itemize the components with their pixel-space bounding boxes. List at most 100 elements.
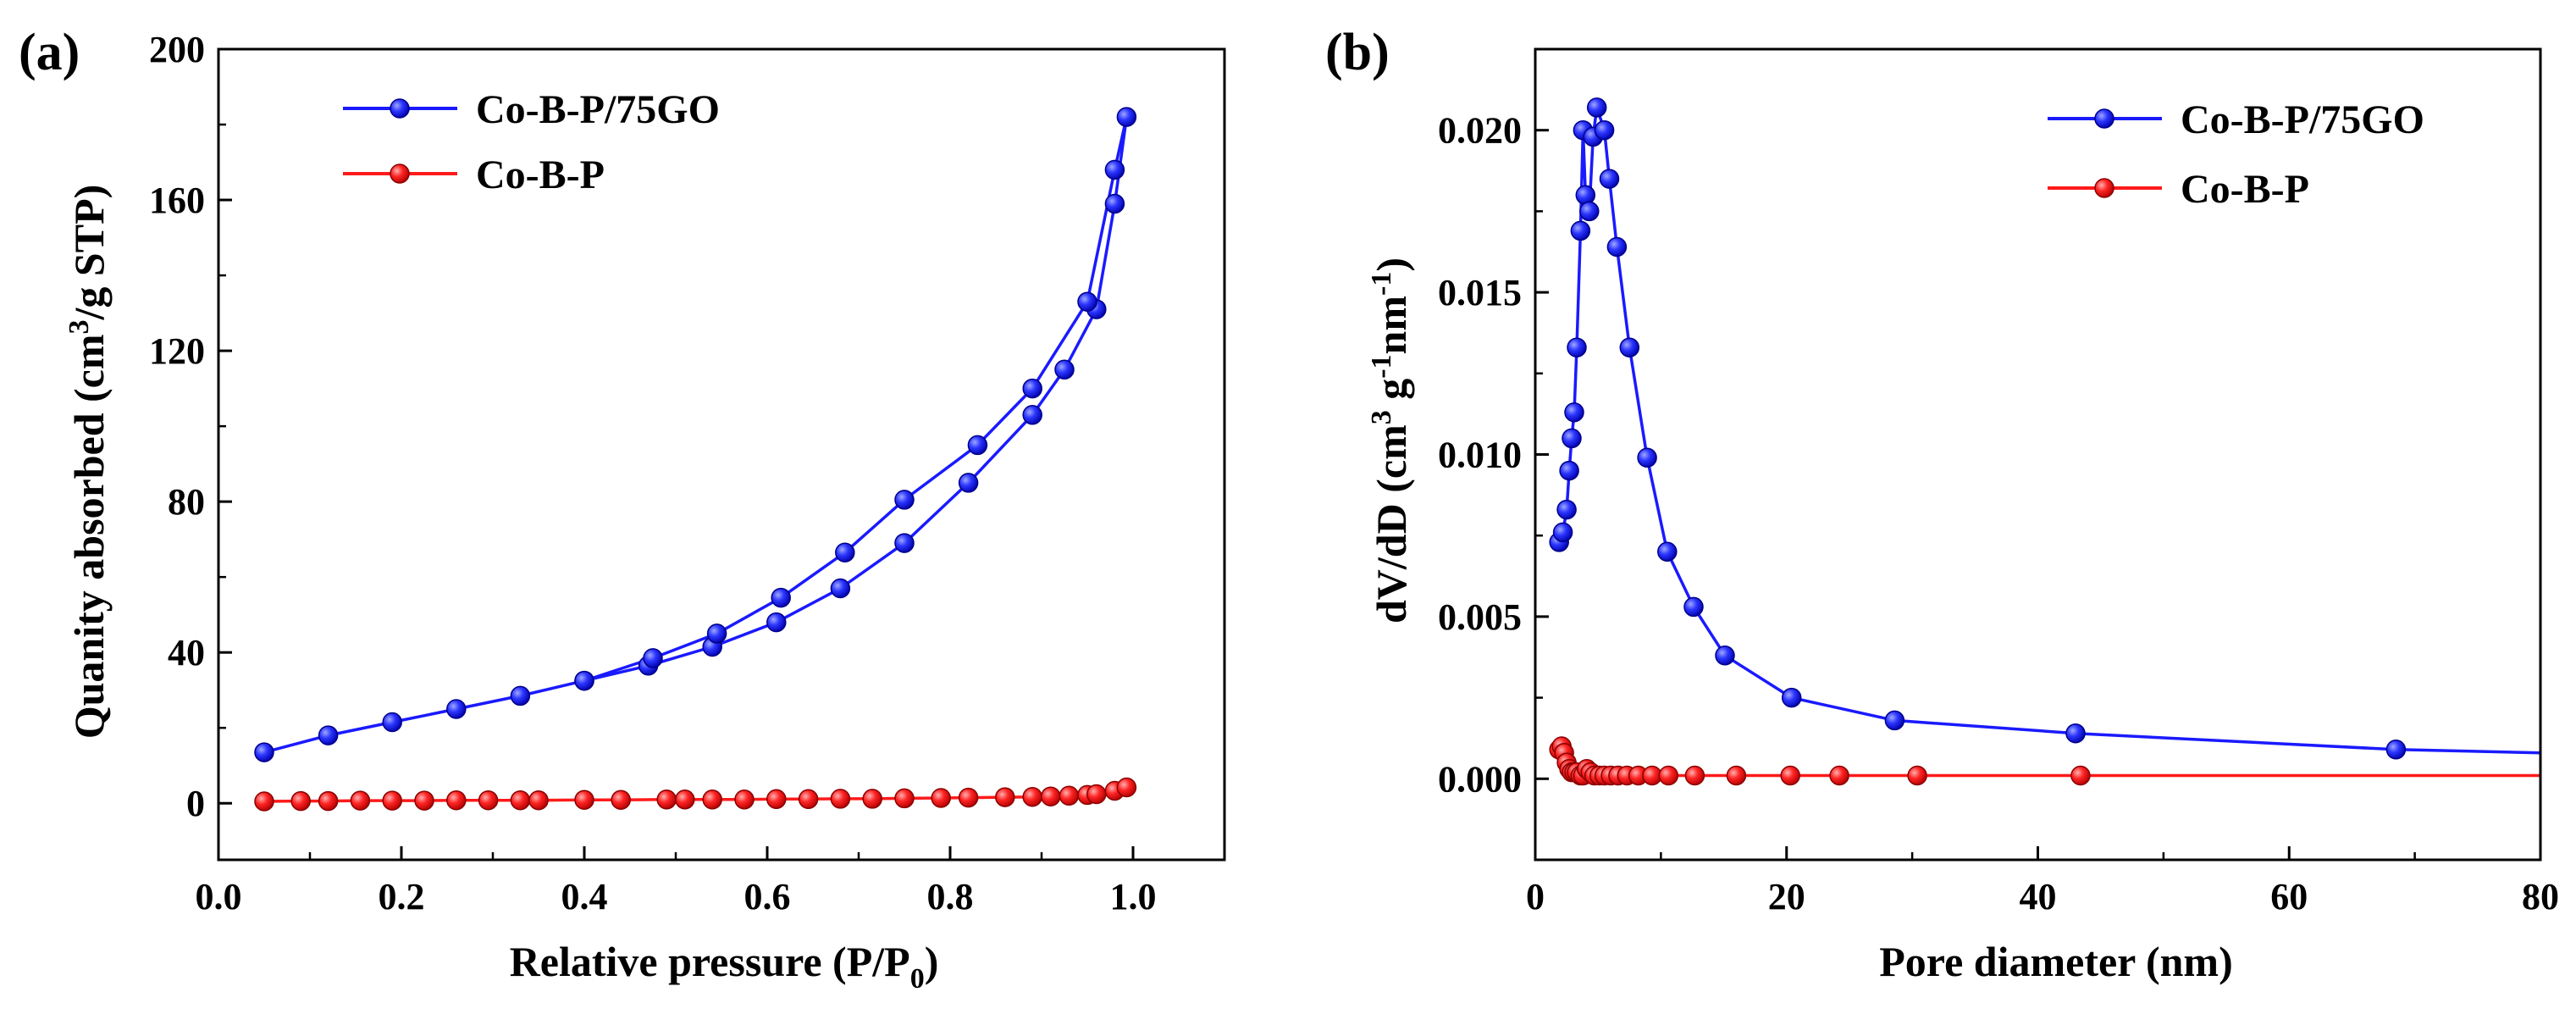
panel-a-point-co-b-p [1086, 784, 1107, 805]
panel-a-point-co-b-p-75go-desorption [894, 490, 915, 510]
panel-b-point-co-b-p-75go [2065, 723, 2086, 744]
panel-a-point-co-b-p [350, 790, 371, 811]
panel-b-point-co-b-p-75go [1567, 337, 1587, 357]
panel-b-point-co-b-p-75go [2385, 740, 2407, 760]
panel-b-point-co-b-p-75go [1619, 337, 1640, 357]
panel-b-point-co-b-p [1907, 765, 1927, 786]
panel-a-legend-label-co-b-p-75go: Co-B-P/75GO [476, 87, 720, 132]
panel-b-point-co-b-p [1684, 765, 1705, 786]
panel-b-y-tick-label: 0.000 [1438, 758, 1522, 800]
panel-a-point-co-b-p [734, 790, 755, 810]
panel-a-point-co-b-p-75go-adsorption [1104, 193, 1125, 214]
panel-a-point-co-b-p-75go-desorption [1104, 159, 1125, 180]
panel-b-point-co-b-p-75go [1606, 236, 1628, 258]
panel-a-series-markers [254, 107, 1137, 812]
panel-a-point-co-b-p-75go-desorption [643, 648, 663, 668]
panel-b-y-tick-label: 0.015 [1438, 272, 1522, 313]
panel-a-y-tick-label: 80 [168, 481, 205, 523]
panel-b-legend-label-co-b-p: Co-B-P [2181, 167, 2309, 212]
panel-a-label: (a) [19, 24, 80, 81]
panel-a-point-co-b-p-75go-desorption [574, 670, 594, 691]
panel-b-series-markers [1549, 97, 2407, 786]
panel-a-point-co-b-p-75go-adsorption [830, 578, 851, 599]
panel-a-point-co-b-p-75go-desorption [706, 623, 727, 644]
panel-a-point-co-b-p-75go-adsorption [382, 712, 402, 733]
panel-a-point-co-b-p [830, 789, 851, 809]
panel-b-y-tick-label: 0.020 [1438, 110, 1522, 152]
panel-a-point-co-b-p [446, 790, 467, 811]
panel-b-label: (b) [1325, 24, 1390, 81]
panel-a-point-co-b-p-75go-adsorption [894, 533, 915, 553]
panel-a-y-tick-label: 0 [186, 783, 205, 824]
panel-a-point-co-b-p-75go-adsorption [1054, 359, 1075, 380]
panel-b-series-lines [1557, 106, 2541, 778]
panel-a-point-co-b-p [862, 789, 882, 809]
panel-a-x-tick-label: 0.0 [196, 876, 242, 917]
panel-a-y-tick-label: 40 [168, 632, 205, 673]
panel-a-point-co-b-p-75go-desorption [1022, 378, 1042, 399]
panel-a-point-co-b-p [702, 790, 722, 810]
panel-a-point-co-b-p-75go-adsorption [254, 742, 274, 762]
panel-b-point-co-b-p-75go [1562, 428, 1582, 449]
panel-b-legend-marker-co-b-p [2094, 178, 2114, 198]
panel-b-point-co-b-p-75go [1599, 169, 1620, 189]
panel-a-point-co-b-p [1059, 785, 1080, 806]
panel-b-legend-marker-co-b-p-75go [2094, 108, 2114, 129]
panel-a-point-co-b-p [1022, 786, 1042, 807]
panel-a-y-tick-label: 160 [149, 180, 205, 221]
panel-b-pore-distribution: (b) 0 20 40 60 80 0.000 0.005 0.010 0.015 0.020 P… [1325, 24, 2559, 985]
panel-a-legend-label-co-b-p: Co-B-P [476, 152, 605, 197]
panel-a-point-co-b-p-75go-adsorption [1116, 107, 1137, 127]
panel-b-plot-frame [1534, 47, 2542, 862]
panel-a-x-tick-label: 0.2 [379, 876, 425, 917]
panel-b-point-co-b-p [1726, 765, 1747, 786]
panel-a-point-co-b-p [528, 790, 549, 811]
panel-a-x-tick-label: 0.6 [744, 876, 791, 917]
panel-a-plot-frame [217, 47, 1226, 862]
panel-a-point-co-b-p [510, 790, 531, 811]
panel-a-x-tick-label: 0.8 [927, 876, 974, 917]
panel-a-x-axis-title: Relative pressure (P/P0) [510, 938, 939, 995]
panel-a-point-co-b-p [382, 790, 402, 811]
panel-a-point-co-b-p-75go-desorption [967, 435, 988, 456]
panel-a-line-co-b-p-75go-adsorption [263, 116, 1129, 754]
panel-b-point-co-b-p-75go [1564, 402, 1584, 423]
panel-a-x-tick-label: 0.4 [561, 876, 608, 917]
panel-a-point-co-b-p [894, 788, 915, 809]
panel-b-x-tick-label: 60 [2270, 876, 2308, 917]
panel-b-x-tick-label: 20 [1768, 876, 1805, 917]
panel-a-point-co-b-p [318, 790, 339, 812]
panel-b-legend: Co-B-P/75GO Co-B-P [2048, 97, 2424, 212]
panel-a-point-co-b-p [798, 789, 819, 810]
panel-b-point-co-b-p-75go [1637, 447, 1657, 468]
panel-a-point-co-b-p [675, 790, 695, 810]
panel-a-point-co-b-p [1116, 777, 1137, 798]
panel-a-series-lines [263, 116, 1129, 803]
panel-a-point-co-b-p [478, 790, 499, 811]
panel-a-point-co-b-p-75go-desorption [771, 587, 791, 608]
panel-a-point-co-b-p [1041, 786, 1061, 806]
panel-a-point-co-b-p [414, 790, 434, 811]
panel-a-point-co-b-p-75go-adsorption [958, 473, 979, 493]
panel-a-point-co-b-p-75go-adsorption [510, 685, 531, 706]
panel-b-line-co-b-p-75go [1557, 106, 2541, 755]
panel-a-legend-marker-co-b-p [390, 163, 410, 184]
panel-a-y-axis-title: Quanity absorbed (cm3/g STP) [64, 185, 113, 740]
panel-a-y-tick-label: 120 [149, 330, 205, 372]
panel-a-point-co-b-p-75go-adsorption [446, 699, 467, 719]
panel-b-axes: 0 20 40 60 80 0.000 0.005 0.010 0.015 0.020 [1438, 47, 2559, 917]
panel-a-point-co-b-p-75go-adsorption [1022, 405, 1042, 425]
panel-b-point-co-b-p-75go [1586, 97, 1607, 118]
panel-b-y-tick-label: 0.005 [1438, 596, 1522, 638]
panel-a-point-co-b-p [931, 788, 951, 808]
panel-b-point-co-b-p [1829, 765, 1849, 786]
panel-a-x-tick-label: 1.0 [1110, 876, 1157, 917]
panel-b-point-co-b-p-75go [1594, 119, 1615, 141]
panel-b-point-co-b-p-75go [1715, 646, 1735, 666]
panel-b-y-axis-title: dV/dD (cm3 g-1nm-1) [1366, 258, 1415, 623]
panel-b-y-tick-label: 0.010 [1438, 435, 1522, 476]
panel-b-point-co-b-p-75go [1570, 220, 1591, 241]
panel-b-point-co-b-p-75go [1884, 710, 1905, 731]
panel-b-x-tick-label: 40 [2020, 876, 2057, 917]
